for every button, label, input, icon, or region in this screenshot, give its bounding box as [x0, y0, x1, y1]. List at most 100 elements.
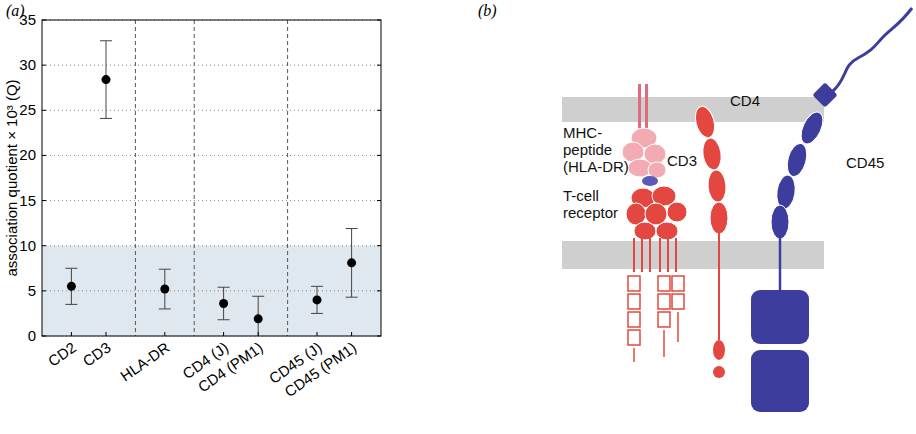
- y-tick-label: 10: [19, 237, 36, 254]
- itam: [658, 276, 670, 291]
- tick-mark: [223, 332, 224, 336]
- error-cap: [252, 296, 264, 297]
- itam: [628, 330, 640, 345]
- x-tick-label: CD3: [79, 339, 113, 370]
- error-cap: [100, 40, 112, 41]
- x-tick-label: CD2: [45, 339, 79, 370]
- error-cap: [311, 313, 323, 314]
- itam: [628, 312, 640, 327]
- diagram-label: receptor: [563, 204, 618, 221]
- error-cap: [311, 286, 323, 287]
- error-cap: [218, 319, 230, 320]
- error-bar: [159, 269, 171, 309]
- y-tick-label: 5: [28, 282, 36, 299]
- grid-line: [42, 155, 381, 156]
- figure: (a)05101520253035association quotient × …: [0, 0, 916, 434]
- diagram-label: CD4: [730, 92, 760, 109]
- data-point: [347, 258, 356, 267]
- tick-mark: [258, 332, 259, 336]
- cd45-phosphatase: [751, 290, 809, 344]
- error-bar: [218, 287, 230, 320]
- tcr-domain: [656, 222, 678, 240]
- cd45-domain: [797, 109, 828, 147]
- membrane: [562, 97, 824, 122]
- y-tick-label: 35: [19, 11, 36, 28]
- data-point: [67, 282, 76, 291]
- error-cap: [159, 308, 171, 309]
- y-tick-label: 15: [19, 192, 36, 209]
- tail: [633, 348, 635, 362]
- cd45-domain: [771, 205, 789, 239]
- cd45-phosphatase: [751, 350, 809, 412]
- cd4-domain: [710, 202, 728, 234]
- tail: [663, 330, 665, 357]
- tick-mark: [377, 290, 381, 291]
- tcr-domain: [634, 222, 656, 240]
- mhc-stalk: [638, 84, 641, 132]
- cd4-tail: [713, 366, 725, 378]
- cd45-domain: [775, 174, 798, 210]
- mhc-domain: [648, 162, 666, 178]
- error-cap: [159, 269, 171, 270]
- cd4-stalk: [718, 232, 720, 340]
- y-tick-label: 30: [19, 56, 36, 73]
- shaded-band: [42, 246, 381, 336]
- tick-mark: [377, 65, 381, 66]
- y-tick-label: 0: [28, 327, 36, 344]
- y-tick-label: 25: [19, 101, 36, 118]
- membrane: [562, 241, 824, 269]
- diagram-label: T-cell: [563, 187, 599, 204]
- tick-mark: [42, 155, 46, 156]
- diagram-label: CD45: [846, 154, 884, 171]
- itam: [658, 294, 670, 309]
- group-divider: [287, 20, 288, 336]
- tick-mark: [42, 200, 46, 201]
- error-bar: [65, 268, 77, 304]
- itam: [672, 276, 684, 291]
- data-point: [254, 314, 263, 323]
- grid-line: [42, 200, 381, 201]
- cd45-tail: [832, 8, 912, 92]
- error-cap: [65, 304, 77, 305]
- peptide: [642, 176, 658, 186]
- y-axis-title: association quotient × 10³ (Q): [3, 79, 20, 276]
- cd4-domain: [701, 137, 723, 171]
- grid-line: [42, 110, 381, 111]
- cd45-domain: [812, 82, 837, 107]
- error-bar: [252, 296, 264, 336]
- error-bar: [100, 41, 112, 119]
- itam: [628, 276, 640, 291]
- tm-segment: [667, 238, 669, 272]
- cd4-tail: [713, 340, 725, 360]
- mhc-stalk: [645, 84, 648, 132]
- itam: [658, 312, 670, 327]
- y-tick-label: 20: [19, 146, 36, 163]
- tick-mark: [317, 332, 318, 336]
- itam: [628, 294, 640, 309]
- error-bar: [346, 229, 358, 298]
- tick-mark: [105, 332, 106, 336]
- tick-mark: [71, 332, 72, 336]
- grid-line: [42, 290, 381, 291]
- tcr-domain: [645, 203, 667, 225]
- error-cap: [346, 228, 358, 229]
- error-cap: [346, 297, 358, 298]
- data-point: [101, 75, 110, 84]
- data-group: [65, 41, 357, 336]
- x-tick-label: HLA-DR: [117, 338, 173, 384]
- tick-mark: [42, 110, 46, 111]
- diagram-label: CD3: [667, 152, 697, 169]
- cd4-domain: [707, 169, 727, 202]
- data-point: [219, 299, 228, 308]
- panel-label: (b): [478, 2, 497, 20]
- tm-segment: [675, 238, 677, 272]
- diagram-label: peptide: [563, 141, 612, 158]
- cd45-domain: [784, 141, 810, 179]
- x-tick-label: CD45 (PM1): [281, 339, 359, 401]
- tail: [677, 312, 679, 342]
- diagram: [562, 8, 912, 412]
- tm-segment: [649, 238, 651, 272]
- tick-mark: [42, 245, 46, 246]
- tcr-domain: [667, 202, 687, 222]
- tick-mark: [164, 332, 165, 336]
